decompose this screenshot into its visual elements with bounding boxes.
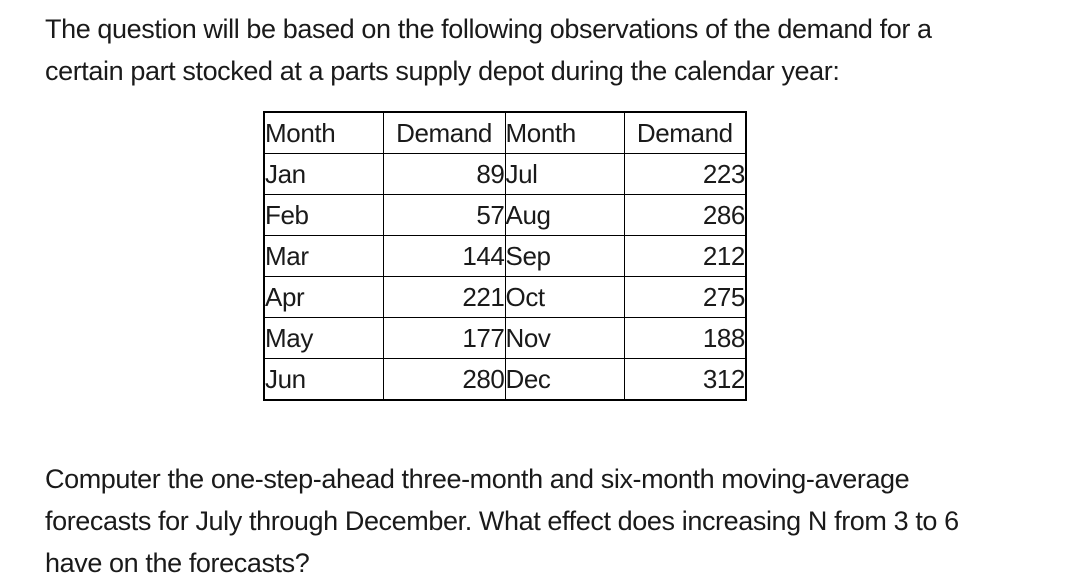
month-cell: Aug	[504, 194, 625, 236]
month-cell: Apr	[263, 276, 384, 318]
demand-cell: 89	[382, 153, 506, 195]
month-cell: Jan	[263, 153, 384, 195]
month-cell: Oct	[504, 276, 625, 318]
table-row: Feb 57 Aug 286	[263, 194, 747, 236]
intro-line-1: The question will be based on the follow…	[45, 14, 932, 44]
month-cell: Mar	[263, 235, 384, 277]
demand-cell: 280	[382, 358, 506, 401]
demand-cell: 177	[382, 317, 506, 359]
header-month-2: Month	[504, 111, 625, 154]
month-cell: Dec	[504, 358, 625, 401]
demand-cell: 221	[382, 276, 506, 318]
question-paragraph: Computer the one-step-ahead three-month …	[45, 458, 959, 584]
demand-cell: 212	[623, 235, 747, 277]
demand-cell: 286	[623, 194, 747, 236]
header-demand-1: Demand	[382, 111, 506, 154]
question-line-1: Computer the one-step-ahead three-month …	[45, 464, 910, 494]
demand-cell: 223	[623, 153, 747, 195]
question-line-3: have on the forecasts?	[45, 548, 310, 578]
question-line-2: forecasts for July through December. Wha…	[45, 506, 959, 536]
intro-line-2: certain part stocked at a parts supply d…	[45, 56, 840, 86]
demand-cell: 188	[623, 317, 747, 359]
intro-paragraph: The question will be based on the follow…	[45, 8, 932, 92]
table-row: May 177 Nov 188	[263, 317, 747, 359]
header-month-1: Month	[263, 111, 384, 154]
month-cell: Nov	[504, 317, 625, 359]
month-cell: Feb	[263, 194, 384, 236]
table-row: Mar 144 Sep 212	[263, 235, 747, 277]
demand-cell: 144	[382, 235, 506, 277]
header-demand-2: Demand	[623, 111, 747, 154]
month-cell: Sep	[504, 235, 625, 277]
table-header-row: Month Demand Month Demand	[263, 111, 747, 154]
demand-cell: 57	[382, 194, 506, 236]
demand-table: Month Demand Month Demand Jan 89 Jul 223…	[263, 111, 747, 401]
table-row: Jun 280 Dec 312	[263, 358, 747, 401]
month-cell: Jul	[504, 153, 625, 195]
table-row: Apr 221 Oct 275	[263, 276, 747, 318]
demand-cell: 275	[623, 276, 747, 318]
month-cell: May	[263, 317, 384, 359]
table-row: Jan 89 Jul 223	[263, 153, 747, 195]
month-cell: Jun	[263, 358, 384, 401]
demand-cell: 312	[623, 358, 747, 401]
